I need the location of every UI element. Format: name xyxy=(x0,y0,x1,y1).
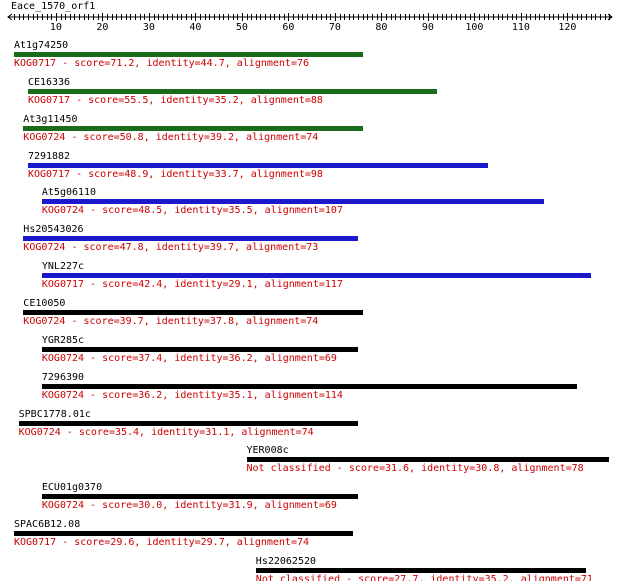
hit-alignment-bar[interactable] xyxy=(14,531,354,537)
ruler-tick-label: 30 xyxy=(143,22,155,32)
hit-alignment-bar[interactable] xyxy=(14,52,363,57)
hit-alignment-bar[interactable] xyxy=(23,309,363,315)
hit-description: KOG0724 - score=36.2, identity=35.1, ali… xyxy=(41,389,343,401)
hit-alignment-bar[interactable] xyxy=(18,420,359,426)
hit-name[interactable]: Hs20543026 xyxy=(23,224,84,236)
ruler-tick-label: 60 xyxy=(282,22,294,32)
ruler-tick-label: 70 xyxy=(329,22,341,32)
hit-name[interactable]: At3g11450 xyxy=(23,113,78,125)
hit-description: KOG0724 - score=37.4, identity=36.2, ali… xyxy=(41,352,337,364)
position-ruler: 10 20 30 40 50 60 70 80 90 100 110 120 xyxy=(7,13,613,32)
hit-name[interactable]: CE16336 xyxy=(27,76,71,88)
hit-alignment-bar[interactable] xyxy=(246,457,610,463)
ruler-tick-label: 100 xyxy=(465,22,483,32)
ruler-tick-label: 120 xyxy=(558,22,576,32)
hit-name[interactable]: 7291882 xyxy=(27,150,71,162)
ruler-tick-label: 50 xyxy=(236,22,248,32)
hit-alignment-bar[interactable] xyxy=(41,346,359,352)
hit-description: KOG0717 - score=71.2, identity=44.7, ali… xyxy=(14,58,310,69)
hit-description: KOG0724 - score=35.4, identity=31.1, ali… xyxy=(18,426,314,438)
hit-name[interactable]: At5g06110 xyxy=(41,187,97,199)
hit-alignment-bar[interactable] xyxy=(255,567,586,573)
hit-description: KOG0717 - score=48.9, identity=33.7, ali… xyxy=(27,168,323,180)
ruler-tick-label: 80 xyxy=(375,22,387,32)
ruler-left-arrow-icon xyxy=(7,13,13,21)
ruler-tick-label: 90 xyxy=(422,22,434,32)
hit-name[interactable]: YER008c xyxy=(246,445,289,457)
ruler-tick-label: 110 xyxy=(512,22,530,32)
hit-description: KOG0724 - score=30.0, identity=31.9, ali… xyxy=(41,500,337,512)
query-title: Eace_1570_orf1 xyxy=(11,1,96,12)
hit-name[interactable]: At1g74250 xyxy=(14,40,69,51)
hit-name[interactable]: Hs22062520 xyxy=(255,555,317,567)
hit-alignment-bar[interactable] xyxy=(23,236,359,242)
hit-name[interactable]: CE10050 xyxy=(23,297,66,309)
hit-description: KOG0724 - score=50.8, identity=39.2, ali… xyxy=(23,131,319,143)
hit-name[interactable]: YNL227c xyxy=(41,261,85,273)
ruler-tick-label: 40 xyxy=(189,22,201,32)
hit-description: KOG0724 - score=39.7, identity=37.8, ali… xyxy=(23,315,319,327)
hit-name[interactable]: SPAC6B12.08 xyxy=(14,519,81,531)
hit-description: KOG0724 - score=47.8, identity=39.7, ali… xyxy=(23,242,319,254)
hit-description: KOG0717 - score=42.4, identity=29.1, ali… xyxy=(41,279,343,291)
hit-alignment-bar[interactable] xyxy=(41,273,591,279)
hit-name[interactable]: YGR285c xyxy=(41,334,85,346)
hit-alignment-bar[interactable] xyxy=(27,162,489,168)
hit-description: KOG0724 - score=48.5, identity=35.5, ali… xyxy=(41,205,343,217)
ruler-tick-label: 10 xyxy=(50,22,62,32)
ruler-tick-label: 20 xyxy=(96,22,108,32)
hit-name[interactable]: ECU01g0370 xyxy=(41,482,103,494)
hit-name[interactable]: 7296390 xyxy=(41,371,85,383)
hit-alignment-bar[interactable] xyxy=(41,494,359,500)
hit-alignment-bar[interactable] xyxy=(41,383,577,389)
hit-name[interactable]: SPBC1778.01c xyxy=(18,408,91,420)
hit-description: KOG0717 - score=29.6, identity=29.7, ali… xyxy=(14,537,310,549)
hit-description: Not classified - score=27.7, identity=35… xyxy=(255,573,593,581)
hit-alignment-bar[interactable] xyxy=(23,125,363,131)
hit-alignment-bar[interactable] xyxy=(41,199,545,205)
hit-description: Not classified - score=31.6, identity=30… xyxy=(246,463,584,475)
hit-description: KOG0717 - score=55.5, identity=35.2, ali… xyxy=(27,94,323,106)
hit-alignment-bar[interactable] xyxy=(27,88,438,94)
